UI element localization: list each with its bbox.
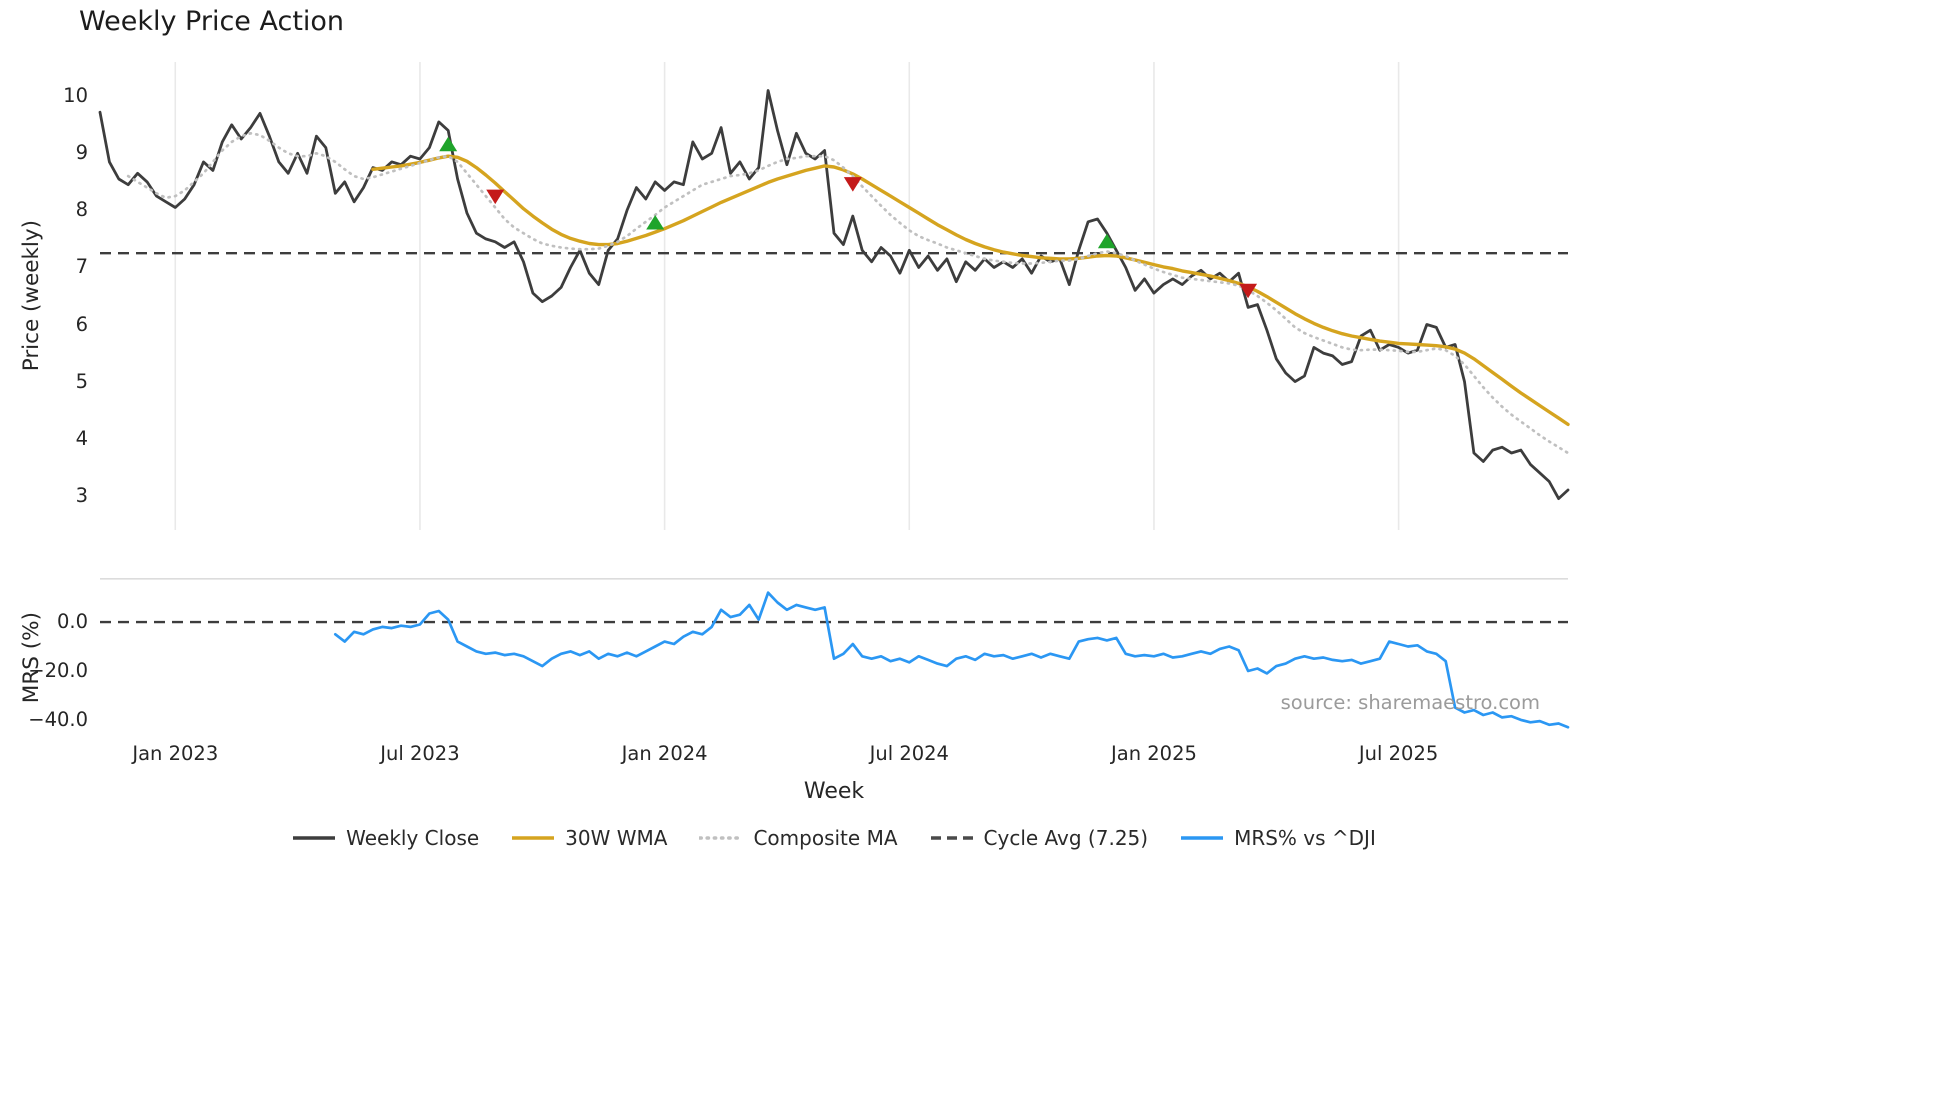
price-y-tick-label: 6	[75, 312, 88, 336]
legend-item-composite-ma: Composite MA	[699, 826, 898, 850]
price-y-tick-label: 9	[75, 141, 88, 165]
x-tick-label: Jul 2023	[380, 742, 460, 765]
buy-signal-icon	[439, 136, 458, 152]
mrs-y-tick-label: −40.0	[28, 707, 88, 731]
series-line-weekly-close	[98, 89, 1570, 500]
mrs-panel-plot	[100, 578, 1570, 729]
mrs-y-tick-label: 0.0	[56, 610, 88, 634]
mrs-y-tick-label: −20.0	[28, 658, 88, 682]
legend-line-sample-icon	[512, 836, 555, 840]
legend-label: 30W WMA	[565, 826, 668, 850]
buy-signal-icon	[1097, 233, 1116, 249]
legend-label: Weekly Close	[346, 826, 480, 850]
source-watermark: source: sharemaestro.com	[1280, 691, 1540, 714]
legend-item-weekly-close: Weekly Close	[292, 826, 479, 850]
x-tick-label: Jul 2025	[1358, 742, 1439, 765]
price-axis-label: Price (weekly)	[18, 220, 44, 372]
price-y-tick-label: 8	[75, 198, 88, 222]
x-axis-label: Week	[803, 779, 865, 804]
price-axis-label-wrap: Price (weekly)	[14, 62, 48, 530]
legend-item-cycle-avg-7-25: Cycle Avg (7.25)	[930, 826, 1149, 850]
sell-signal-icon	[1239, 283, 1258, 299]
x-tick-label: Jul 2024	[869, 742, 949, 765]
legend-item-mrs-vs-dji: MRS% vs ^DJI	[1180, 826, 1376, 850]
legend-line-sample-icon	[699, 836, 744, 840]
sell-signal-icon	[843, 177, 862, 192]
legend-label: Cycle Avg (7.25)	[983, 826, 1149, 850]
legend-label: MRS% vs ^DJI	[1234, 826, 1376, 850]
x-tick-label: Jan 2023	[132, 742, 219, 765]
legend-label: Composite MA	[753, 826, 898, 850]
sell-signal-icon	[486, 189, 505, 205]
legend-line-sample-icon	[293, 836, 336, 840]
legend-item-30w-wma: 30W WMA	[511, 826, 667, 850]
price-y-tick-label: 5	[75, 369, 88, 393]
price-y-tick-label: 4	[75, 426, 88, 450]
price-y-tick-label: 7	[75, 255, 88, 279]
series-line-mrs-vs-dji	[333, 591, 1570, 729]
chart-title: Weekly Price Action	[79, 6, 345, 37]
price-y-tick-label: 3	[75, 483, 88, 507]
series-line-30w-wma	[371, 154, 1570, 427]
legend-line-sample-icon	[1181, 836, 1224, 840]
legend-line-sample-icon	[930, 836, 973, 840]
price-y-tick-label: 10	[63, 84, 88, 108]
x-tick-label: Jan 2024	[621, 742, 708, 765]
x-tick-label: Jan 2025	[1110, 742, 1197, 765]
legend: Weekly Close 30W WMA Composite MA Cycle Avg…	[100, 826, 1568, 850]
buy-signal-icon	[646, 214, 665, 230]
series-line-composite-ma	[126, 131, 1570, 455]
price-panel-plot	[98, 62, 1570, 530]
